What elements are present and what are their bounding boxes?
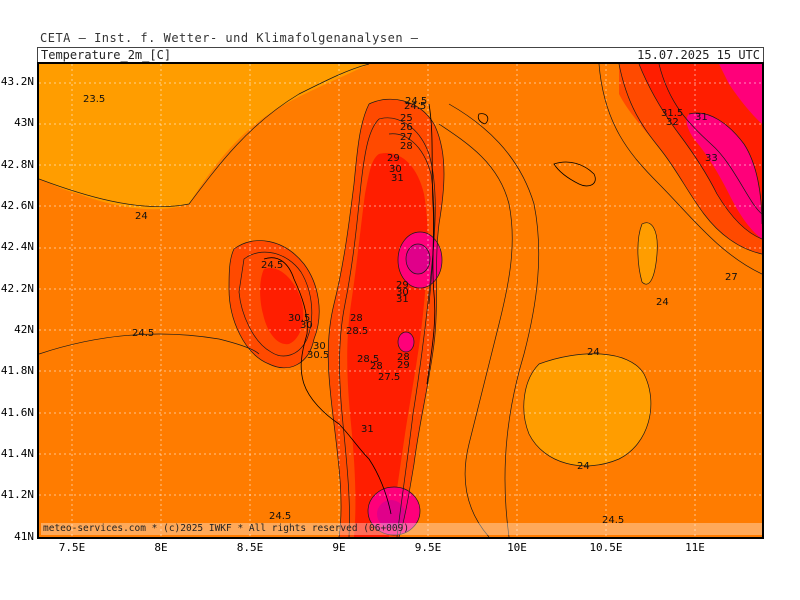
hotspot-ne	[686, 113, 762, 239]
contour-label: 33	[705, 153, 718, 164]
contour-lines	[39, 64, 762, 537]
contour-label: 28	[370, 361, 383, 372]
contour-label: 24	[135, 211, 148, 222]
lat-label: 41.8N	[0, 364, 34, 377]
lon-label: 8.5E	[236, 541, 264, 554]
contour-label: 28	[400, 141, 413, 152]
lat-label: 41.2N	[0, 488, 34, 501]
contour-label: 28.5	[346, 326, 368, 337]
hotspot-central-north-core	[406, 244, 430, 274]
contour-value-labels: 23.5 24 24.5 24 24.5 24.5 24 24 24.5 27 …	[83, 94, 738, 526]
lat-label: 42N	[14, 323, 34, 336]
contour-label: 29	[387, 153, 400, 164]
lat-label: 42.6N	[0, 199, 34, 212]
lat-label: 43N	[14, 116, 34, 129]
contour-label: 24.5	[132, 328, 154, 339]
hotspot-ne-top	[719, 64, 762, 124]
contour-label: 31	[391, 173, 404, 184]
valid-time-label: 15.07.2025 15 UTC	[637, 48, 760, 62]
cool-zone-se	[523, 353, 651, 466]
subheader-bar: Temperature_2m_[C] 15.07.2025 15 UTC	[37, 47, 764, 62]
lat-label: 43.2N	[0, 75, 34, 88]
temperature-map: 23.5 24 24.5 24 24.5 24.5 24 24 24.5 27 …	[39, 64, 762, 537]
lon-label: 10E	[507, 541, 527, 554]
lat-label: 41.4N	[0, 447, 34, 460]
coastline	[263, 103, 596, 515]
contour-label: 30	[313, 341, 326, 352]
contour-label: 24.5	[269, 511, 291, 522]
contour-label: 31	[695, 112, 708, 123]
contour-label: 31.5	[661, 108, 683, 119]
lon-label: 8E	[154, 541, 168, 554]
lon-label: 7.5E	[58, 541, 86, 554]
contour-label: 24	[577, 461, 590, 472]
contour-label: 24.5	[405, 96, 427, 107]
hot-zone-west	[260, 268, 304, 345]
contour-label: 24	[656, 297, 669, 308]
contour-label: 32	[666, 117, 679, 128]
contour-label: 30	[300, 320, 313, 331]
contour-label: 30.5	[288, 313, 310, 324]
contour-label: 30	[396, 287, 409, 298]
contour-label: 29	[397, 360, 410, 371]
contour-label: 24.5	[261, 260, 283, 271]
lat-label: 42.4N	[0, 240, 34, 253]
contour-label: 31	[396, 294, 409, 305]
lon-label: 9.5E	[414, 541, 442, 554]
copyright-notice: meteo-services.com * (c)2025 IWKF * All …	[41, 523, 762, 535]
contour-label: 23.5	[83, 94, 105, 105]
hotspot-central-mid	[398, 332, 414, 352]
map-frame: 23.5 24 24.5 24 24.5 24.5 24 24 24.5 27 …	[37, 62, 764, 539]
contour-label: 28	[350, 313, 363, 324]
contour-label: 27	[400, 132, 413, 143]
cool-zone-nw	[39, 64, 369, 210]
contour-label: 24.5	[404, 101, 426, 112]
contour-label: 29	[396, 280, 409, 291]
cool-zone-islet	[637, 222, 658, 285]
lat-label: 42.8N	[0, 158, 34, 171]
contour-label: 24	[587, 347, 600, 358]
contour-label: 27.5	[378, 372, 400, 383]
variable-label: Temperature_2m_[C]	[41, 48, 172, 62]
contour-label: 24.5	[602, 515, 624, 526]
contour-label: 28	[397, 352, 410, 363]
lon-label: 10.5E	[589, 541, 623, 554]
contour-label: 27	[725, 272, 738, 283]
contour-label: 31	[361, 424, 374, 435]
lon-label: 11E	[685, 541, 705, 554]
lon-label: 9E	[332, 541, 346, 554]
lat-label: 41N	[14, 530, 34, 543]
header-title: CETA — Inst. f. Wetter- und Klimafolgena…	[40, 31, 419, 45]
lat-label: 42.2N	[0, 282, 34, 295]
contour-label: 30.5	[307, 350, 329, 361]
contour-label: 26	[400, 122, 413, 133]
contour-label: 28.5	[357, 354, 379, 365]
contour-label: 30	[389, 164, 402, 175]
lat-label: 41.6N	[0, 406, 34, 419]
contour-label: 25	[400, 113, 413, 124]
